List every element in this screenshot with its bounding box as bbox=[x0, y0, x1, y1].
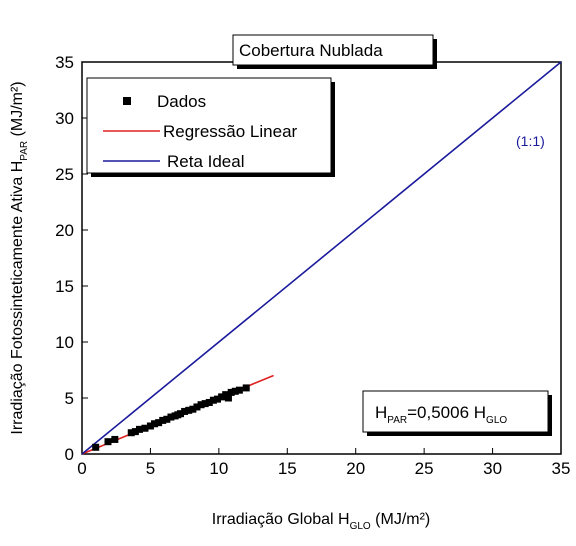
x-axis-label: Irradiação Global HGLO (MJ/m²) bbox=[212, 511, 431, 532]
data-point bbox=[151, 420, 159, 428]
data-point bbox=[189, 405, 197, 413]
data-point bbox=[159, 416, 167, 424]
regression-equation: HPAR=0,5006 HGLO bbox=[375, 403, 507, 426]
data-point bbox=[155, 419, 163, 427]
y-tick-label: 25 bbox=[55, 165, 74, 184]
data-point bbox=[227, 388, 235, 396]
data-point bbox=[163, 415, 171, 423]
data-point bbox=[104, 438, 112, 446]
x-tick-label: 30 bbox=[483, 459, 502, 478]
axis-ticks: 0 5 10 15 20 25 30 35 0 5 10 15 20 25 30 35 bbox=[55, 53, 570, 478]
x-tick-label: 15 bbox=[278, 459, 297, 478]
data-point bbox=[177, 410, 185, 418]
legend-box bbox=[86, 77, 332, 174]
y-tick-label: 5 bbox=[65, 389, 74, 408]
y-tick-label: 15 bbox=[55, 277, 74, 296]
chart-marks bbox=[81, 61, 562, 455]
data-point bbox=[185, 406, 193, 414]
data-point bbox=[127, 429, 135, 437]
data-point bbox=[213, 395, 221, 403]
data-point bbox=[146, 422, 154, 430]
data-point bbox=[181, 407, 189, 415]
ideal-line bbox=[81, 61, 562, 455]
data-point bbox=[231, 387, 239, 395]
y-tick-label: 35 bbox=[55, 53, 74, 72]
data-point bbox=[131, 428, 139, 436]
data-point bbox=[235, 386, 243, 394]
ideal-line-annotation: (1:1) bbox=[516, 133, 545, 149]
y-tick-label: 30 bbox=[55, 109, 74, 128]
data-point bbox=[242, 384, 250, 392]
data-point bbox=[197, 401, 205, 409]
legend-marker-dados bbox=[123, 97, 131, 105]
data-point bbox=[135, 425, 143, 433]
x-tick-label: 0 bbox=[77, 459, 86, 478]
x-tick-label: 35 bbox=[552, 459, 571, 478]
y-tick-label: 10 bbox=[55, 333, 74, 352]
x-tick-label: 20 bbox=[346, 459, 365, 478]
legend: Dados Regressão Linear Reta Ideal bbox=[86, 77, 335, 177]
y-axis-label: Irradiação Fotossinteticamente Ativa HPA… bbox=[9, 81, 30, 434]
y-tick-label: 0 bbox=[65, 445, 74, 464]
chart-title: Cobertura Nublada bbox=[239, 41, 383, 60]
data-point bbox=[111, 435, 119, 443]
data-point bbox=[167, 413, 175, 421]
legend-label-regressao: Regressão Linear bbox=[163, 122, 298, 141]
data-point bbox=[92, 443, 100, 451]
data-point bbox=[224, 394, 232, 402]
data-point bbox=[218, 393, 226, 401]
data-point bbox=[141, 424, 149, 432]
chart-title-box: Cobertura Nublada bbox=[232, 34, 437, 69]
data-point bbox=[193, 403, 201, 411]
data-point bbox=[209, 396, 217, 404]
legend-label-reta-ideal: Reta Ideal bbox=[167, 152, 245, 171]
x-tick-label: 5 bbox=[146, 459, 155, 478]
data-point bbox=[205, 398, 213, 406]
data-point bbox=[201, 400, 209, 408]
legend-label-dados: Dados bbox=[157, 92, 206, 111]
x-tick-label: 25 bbox=[415, 459, 434, 478]
x-tick-label: 10 bbox=[209, 459, 228, 478]
equation-box: HPAR=0,5006 HGLO bbox=[362, 390, 552, 436]
y-tick-label: 20 bbox=[55, 221, 74, 240]
